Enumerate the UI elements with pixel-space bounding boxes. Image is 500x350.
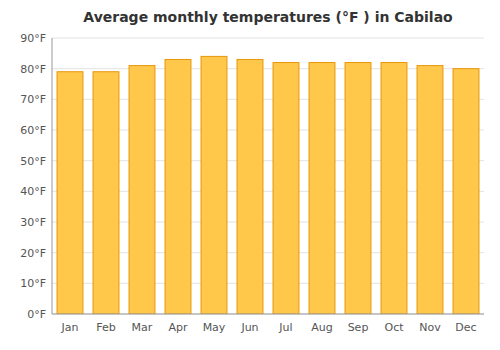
x-tick-label: Feb [96, 321, 115, 334]
y-tick-label: 10°F [20, 277, 46, 290]
bar [309, 63, 335, 314]
y-tick-label: 70°F [20, 93, 46, 106]
bar [165, 59, 191, 314]
bar [93, 72, 119, 314]
x-tick-label: Oct [384, 321, 404, 334]
bar [381, 63, 407, 314]
bar [273, 63, 299, 314]
chart: Average monthly temperatures (°F ) in Ca… [0, 0, 500, 350]
x-tick-label: May [203, 321, 226, 334]
bar [57, 72, 83, 314]
x-tick-label: Mar [132, 321, 153, 334]
bar [417, 66, 443, 314]
y-tick-label: 0°F [27, 308, 46, 321]
y-axis: 0°F 10°F 20°F 30°F 40°F 50°F 60°F 70°F 80°F 90°F [20, 32, 484, 321]
y-axis-line [52, 38, 53, 314]
x-axis-line [52, 314, 484, 315]
y-tick-label: 60°F [20, 124, 46, 137]
bar [237, 59, 263, 314]
grid-line [52, 314, 484, 315]
x-tick-label: Apr [168, 321, 188, 334]
bars [57, 56, 479, 314]
x-tick-label: Nov [419, 321, 441, 334]
y-tick-label: 90°F [20, 32, 46, 45]
grid-line [52, 38, 484, 39]
x-tick-label: Sep [348, 321, 369, 334]
bar [453, 69, 479, 314]
x-tick-label: Jan [61, 321, 79, 334]
background [0, 0, 500, 350]
x-tick-label: Jul [278, 321, 292, 334]
title: Average monthly temperatures (°F ) in Ca… [83, 9, 453, 25]
y-tick-label: 20°F [20, 247, 46, 260]
bar [345, 63, 371, 314]
bar [129, 66, 155, 314]
bar [201, 56, 227, 314]
x-axis: Jan Feb Mar Apr May Jun Jul Aug Sep Oct Nov Dec [52, 314, 484, 334]
x-tick-label: Dec [455, 321, 476, 334]
x-tick-label: Jun [240, 321, 258, 334]
chart-container: Average monthly temperatures (°F ) in Ca… [0, 0, 500, 350]
y-tick-label: 80°F [20, 63, 46, 76]
y-tick-label: 30°F [20, 216, 46, 229]
y-tick-label: 40°F [20, 185, 46, 198]
y-tick-label: 50°F [20, 155, 46, 168]
x-tick-label: Aug [311, 321, 332, 334]
